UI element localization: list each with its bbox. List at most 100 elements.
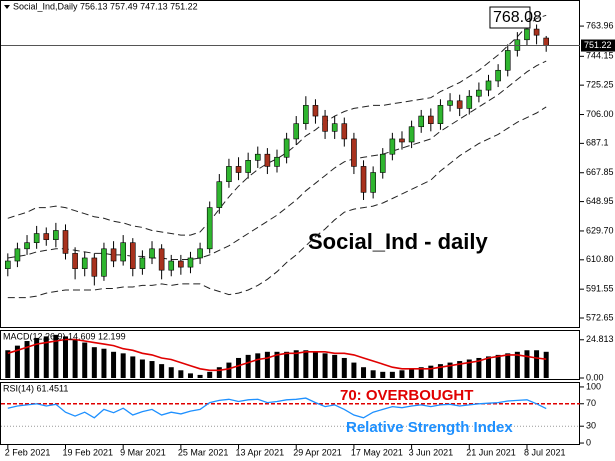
macd-bar xyxy=(418,367,424,378)
macd-bar xyxy=(505,353,511,378)
candle-body xyxy=(216,181,223,208)
candle-body xyxy=(312,105,319,117)
candle-body xyxy=(14,248,21,262)
macd-bar xyxy=(399,370,405,378)
macd-bar xyxy=(361,367,367,378)
candle-body xyxy=(91,257,98,277)
candle-body xyxy=(485,80,492,91)
band-line xyxy=(7,14,547,236)
main-panel xyxy=(0,0,580,328)
last-price-label: 751.22 xyxy=(584,40,612,50)
candle-body xyxy=(504,50,511,71)
macd-bar xyxy=(43,336,49,378)
macd-bar xyxy=(130,356,136,378)
y-tick-label: 100 xyxy=(586,381,601,391)
candle-body xyxy=(533,28,540,36)
candle-body xyxy=(303,105,309,124)
macd-bar xyxy=(264,351,270,378)
macd-bar xyxy=(111,351,117,378)
candle-body xyxy=(283,138,290,158)
macd-bar xyxy=(457,361,463,378)
y-tick-label: 763.96 xyxy=(586,20,614,30)
candle-body xyxy=(322,115,328,132)
macd-bar xyxy=(159,364,165,378)
x-tick-label: 21 Jun 2021 xyxy=(466,447,516,457)
macd-bar xyxy=(236,357,242,378)
y-tick-label: 687.1 xyxy=(586,138,609,148)
macd-bar xyxy=(91,347,97,378)
rsi-panel xyxy=(0,382,580,445)
candle-body xyxy=(389,138,396,155)
macd-bar xyxy=(207,371,213,378)
candle-body xyxy=(72,253,78,269)
candle-body xyxy=(110,248,117,262)
rsi-title: Relative Strength Index xyxy=(346,419,513,436)
macd-bar xyxy=(120,353,126,378)
macd-bar xyxy=(255,353,261,378)
peak-box xyxy=(489,6,531,29)
y-tick-label: 610.80 xyxy=(586,254,614,264)
y-tick-label: 0.00 xyxy=(586,372,604,382)
macd-bar xyxy=(139,359,145,378)
y-tick-label: 629.70 xyxy=(586,225,614,235)
candle-body xyxy=(399,138,405,143)
candle-body xyxy=(33,233,40,244)
x-tick-label: 25 Mar 2021 xyxy=(178,447,229,457)
candle-body xyxy=(274,156,280,167)
macd-bar xyxy=(34,337,40,378)
macd-bar xyxy=(543,351,549,378)
candle-body xyxy=(341,123,348,140)
candle-body xyxy=(235,166,242,173)
y-tick-label: 591.55 xyxy=(586,284,614,294)
rsi-line xyxy=(7,397,547,419)
macd-bar xyxy=(168,367,174,378)
macd-bar xyxy=(466,359,472,378)
candle-body xyxy=(351,138,357,167)
macd-bar xyxy=(245,354,251,378)
candle-body xyxy=(495,69,501,82)
macd-bar xyxy=(226,362,232,378)
macd-signal xyxy=(7,338,547,372)
candle-body xyxy=(360,166,367,193)
macd-bar xyxy=(274,351,280,378)
macd-bar xyxy=(437,364,443,378)
candle-body xyxy=(254,153,261,161)
candle-body xyxy=(408,126,415,143)
candle-body xyxy=(524,28,530,41)
macd-bar xyxy=(447,362,453,378)
candle-body xyxy=(456,100,463,109)
macd-bar xyxy=(284,351,290,378)
macd-bar xyxy=(370,370,376,378)
macd-bar xyxy=(101,348,107,378)
macd-bar xyxy=(514,351,520,378)
candle-body xyxy=(43,233,50,240)
macd-bar xyxy=(293,350,299,378)
candle-body xyxy=(543,37,549,46)
band-line xyxy=(7,106,547,299)
candle-body xyxy=(5,260,11,269)
candle-body xyxy=(226,166,232,182)
candle-body xyxy=(331,123,338,132)
macd-bar xyxy=(82,342,88,378)
y-tick-label: 706.00 xyxy=(586,109,614,119)
candle-body xyxy=(428,115,434,124)
macd-bar xyxy=(341,357,347,378)
macd-bar xyxy=(5,350,11,378)
menu-arrow xyxy=(4,5,10,9)
macd-bar xyxy=(476,357,482,378)
candle-body xyxy=(168,260,175,271)
candle-body xyxy=(370,172,376,193)
macd-bar xyxy=(312,351,318,378)
macd-bar xyxy=(178,370,184,378)
macd-bar xyxy=(389,371,395,378)
macd-bar xyxy=(380,371,386,378)
rsi-label: RSI(14) 61.4511 xyxy=(3,383,68,393)
peak-connector xyxy=(526,17,531,21)
macd-bar xyxy=(409,368,415,378)
candle-body xyxy=(197,248,203,259)
candle-body xyxy=(447,100,453,106)
macd-bar xyxy=(72,339,78,378)
candle-body xyxy=(62,230,69,254)
chart-title: Social_Ind - daily xyxy=(308,229,488,254)
